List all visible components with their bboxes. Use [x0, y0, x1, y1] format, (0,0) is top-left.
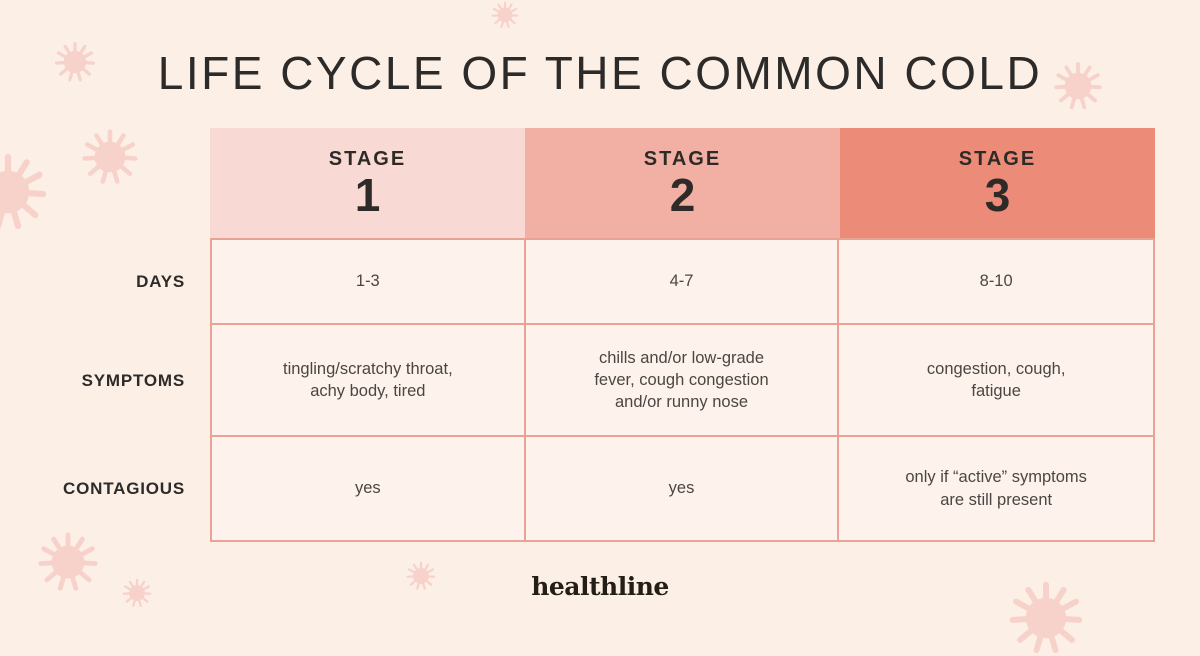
stages-table: STAGE 1 STAGE 2 STAGE 3 1-3 4-7 8-10 tin… [210, 128, 1155, 542]
stage-3-number: 3 [984, 169, 1011, 221]
table-header-row: STAGE 1 STAGE 2 STAGE 3 [210, 128, 1155, 238]
virus-icon [81, 128, 139, 186]
stage-2-header: STAGE 2 [525, 128, 840, 238]
cell-days-stage3: 8-10 [839, 240, 1153, 325]
stage-2-number: 2 [669, 169, 696, 221]
healthline-logo: healthline [531, 572, 669, 601]
virus-icon [491, 1, 519, 28]
cell-days-stage1: 1-3 [212, 240, 526, 325]
stage-1-header: STAGE 1 [210, 128, 525, 238]
row-label-days: DAYS [136, 271, 185, 291]
row-label-symptoms: SYMPTOMS [81, 371, 185, 390]
cell-symptoms-stage1: tingling/scratchy throat, achy body, tir… [212, 325, 526, 437]
table-body: 1-3 4-7 8-10 tingling/scratchy throat, a… [210, 238, 1155, 542]
cell-contagious-stage2: yes [526, 437, 840, 540]
virus-icon [0, 152, 48, 232]
cell-contagious-stage1: yes [212, 437, 526, 540]
stage-2-label: STAGE [643, 148, 722, 170]
stage-3-label: STAGE [958, 148, 1037, 170]
cell-symptoms-stage3: congestion, cough, fatigue [839, 325, 1153, 437]
infographic-canvas: LIFE CYCLE OF THE COMMON COLD DAYS SYMPT… [0, 1, 1155, 628]
page-title: LIFE CYCLE OF THE COMMON COLD [157, 47, 1043, 99]
cell-contagious-stage3: only if “active” symptoms are still pres… [905, 468, 1087, 509]
stage-1-number: 1 [354, 169, 381, 221]
cell-symptoms-stage2: chills and/or low-grade fever, cough con… [525, 325, 840, 437]
stage-3-header: STAGE 3 [840, 128, 1155, 238]
stage-1-label: STAGE [328, 148, 407, 170]
row-label-contagious: CONTAGIOUS [63, 478, 185, 498]
cell-days-stage2: 4-7 [525, 240, 840, 325]
